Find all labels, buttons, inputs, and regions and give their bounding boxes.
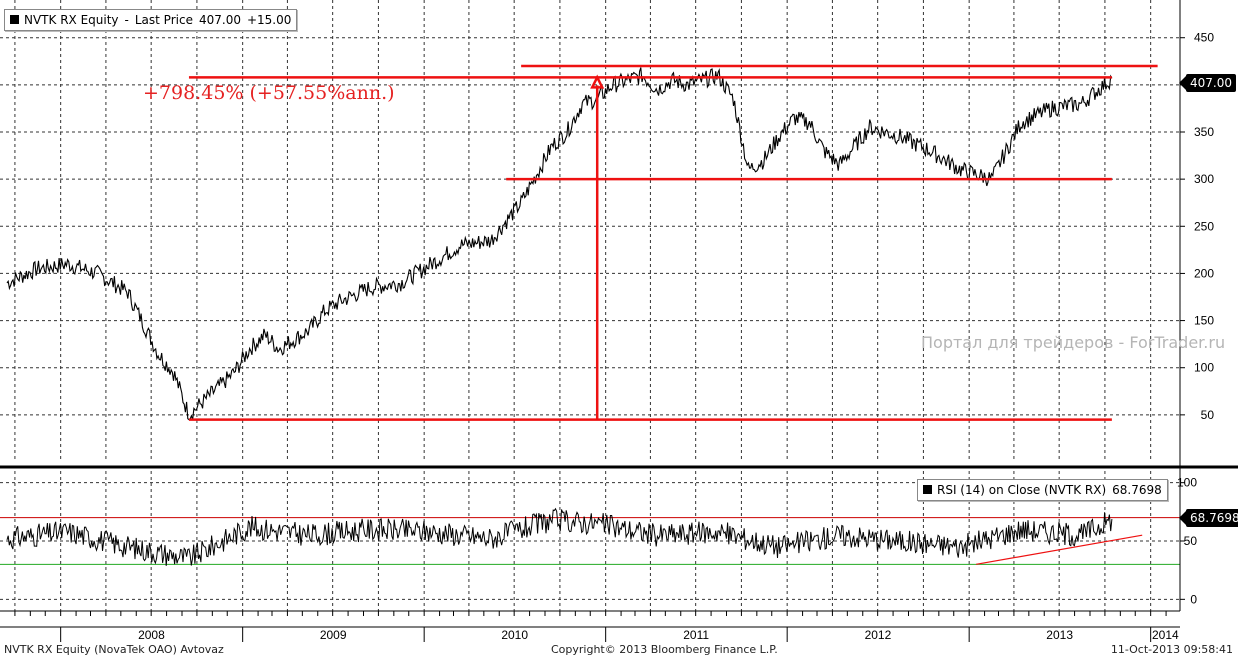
rsi-legend-series-name: RSI (14) on Close (NVTK RX) (937, 483, 1107, 497)
price-tick-label: 450 (1194, 31, 1214, 45)
price-tick-label: 100 (1194, 361, 1214, 375)
x-axis-year-label: 2011 (683, 628, 709, 642)
price-tick-label: 250 (1194, 219, 1214, 233)
price-plot (6, 64, 1158, 421)
x-axis-year-label: 2012 (865, 628, 892, 642)
x-axis-year-label: 2013 (1046, 628, 1073, 642)
rsi-legend[interactable]: RSI (14) on Close (NVTK RX) 68.7698 (917, 479, 1168, 501)
price-tick-label: 350 (1194, 125, 1214, 139)
price-tick-label: 50 (1201, 408, 1215, 422)
rsi-plot (0, 507, 1180, 566)
legend-series-name: NVTK RX Equity (24, 13, 119, 27)
rsi-tick-label: 0 (1190, 592, 1197, 606)
series-swatch-icon (10, 15, 19, 24)
chart-axes: 5010015020025030035040045005010020082009… (0, 0, 1238, 642)
series-swatch-icon (923, 485, 932, 494)
footer-copyright: Copyright© 2013 Bloomberg Finance L.P. (551, 643, 778, 656)
legend-last-value: 407.00 (198, 13, 241, 27)
price-tick-label: 150 (1194, 314, 1214, 328)
x-axis-year-label: 2008 (138, 628, 165, 642)
legend-metric: Last Price (134, 13, 193, 27)
x-axis-year-label: 2014 (1152, 628, 1179, 642)
footer-timestamp: 11-Oct-2013 09:58:41 (1110, 643, 1233, 656)
x-axis-year-label: 2009 (320, 628, 347, 642)
rsi-legend-last-value: 68.7698 (1112, 483, 1162, 497)
price-tick-label: 200 (1194, 266, 1214, 280)
rsi-tick-label: 100 (1177, 476, 1197, 490)
footer-security: NVTK RX Equity (NovaTek OAO) Avtovaz (4, 643, 224, 656)
chart-grid (0, 0, 1180, 611)
rsi-last-value-tag: 68.7698 (1179, 509, 1238, 527)
return-arrow-head (590, 74, 605, 89)
legend-separator: - (124, 13, 129, 27)
price-last-value-tag: 407.00 (1179, 74, 1236, 92)
rsi-trendline (976, 534, 1143, 565)
rsi-series-line (6, 507, 1113, 566)
x-axis-year-label: 2010 (501, 628, 528, 642)
return-annotation: +798.45% (+57.55%ann.) (143, 82, 395, 104)
price-legend[interactable]: NVTK RX Equity - Last Price 407.00 +15.00 (4, 9, 298, 31)
watermark: Портал для трейдеров - ForTrader.ru (921, 333, 1226, 352)
legend-change: +15.00 (246, 13, 292, 27)
price-series-line (6, 67, 1113, 421)
rsi-tick-label: 50 (1184, 534, 1198, 548)
price-tick-label: 300 (1194, 172, 1214, 186)
